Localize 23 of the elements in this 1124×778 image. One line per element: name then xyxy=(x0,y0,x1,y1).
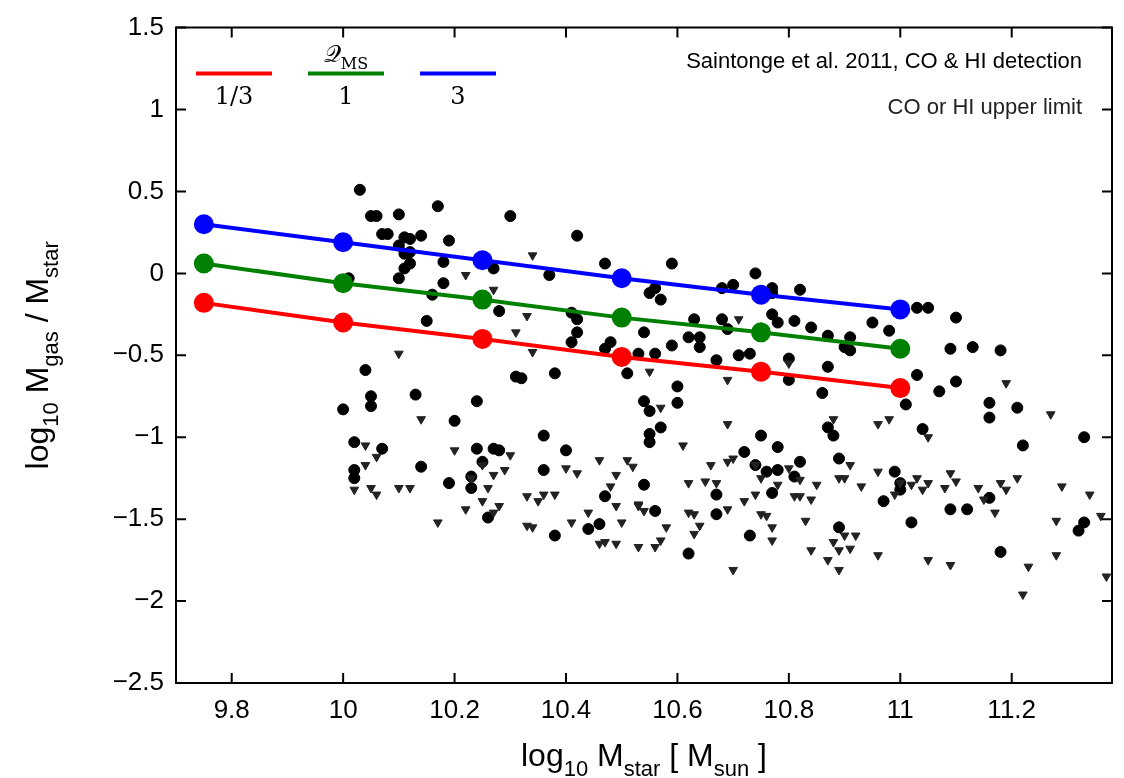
y-tick-label: −1 xyxy=(134,420,164,451)
text: CO or HI upper limit xyxy=(887,93,1082,119)
x-tick-label: 11 xyxy=(886,693,914,724)
x-tick-label: 10 xyxy=(328,693,358,724)
x-tick-label: 10.2 xyxy=(429,693,480,724)
x-tick-label: 11.2 xyxy=(987,693,1037,724)
x-tick-label: 10.8 xyxy=(763,693,815,724)
x-tick-label: 10.6 xyxy=(652,693,703,724)
x-tick-label: 9.8 xyxy=(213,693,250,724)
y-tick-label: 0 xyxy=(149,256,164,287)
y-tick-label: 0.5 xyxy=(127,174,164,205)
legend-label: 1 xyxy=(338,81,354,110)
y-axis-title: log10 Mgas / Mstar xyxy=(19,241,63,470)
y-tick-label: −0.5 xyxy=(112,338,164,369)
y-tick-label: 1.5 xyxy=(127,10,164,41)
y-tick-label: −2.5 xyxy=(112,666,164,697)
x-tick-label: 10.4 xyxy=(540,693,592,724)
legend-label: Saintonge et al. 2011, CO & HI detection xyxy=(686,47,1082,73)
y-tick-label: 1 xyxy=(149,92,164,123)
y-tick-label: −1.5 xyxy=(112,502,164,533)
y-tick-label: −2 xyxy=(134,584,164,615)
legend-label: 3 xyxy=(450,81,466,110)
legend-label: 1/3 xyxy=(214,81,254,110)
